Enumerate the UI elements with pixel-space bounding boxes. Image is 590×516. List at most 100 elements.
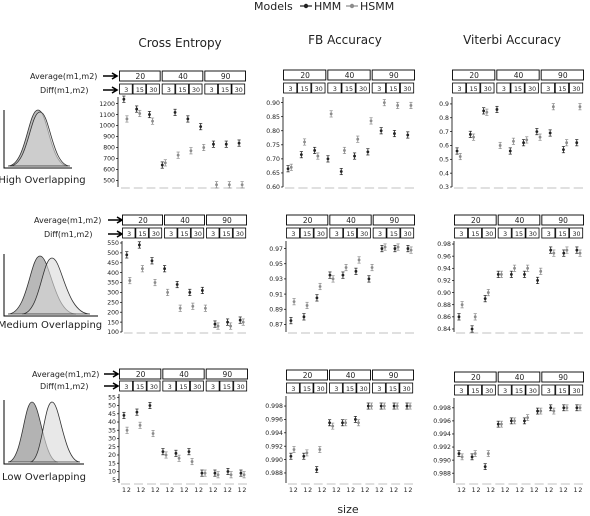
hsmm-point [357, 258, 361, 262]
x-tick-label: 1 [223, 487, 227, 494]
average-strip [454, 214, 497, 226]
hsmm-point [396, 245, 400, 249]
x-tick-label: 1 [389, 487, 393, 494]
diff-strip-label: 15 [138, 231, 146, 238]
x-tick-label: 2 [462, 487, 466, 494]
strip-labels-low: Average(m1,m2) Diff(m1,m2) [32, 370, 120, 391]
hmm-point [188, 291, 192, 294]
average-strip [497, 371, 541, 383]
diff-strip [525, 384, 540, 396]
strip-label-average: Average(m1,m2) [30, 72, 97, 81]
hsmm-point [216, 473, 220, 477]
hmm-point [328, 273, 332, 277]
average-strip [372, 369, 414, 381]
hsmm-point [525, 138, 529, 142]
y-tick-label: 0.97 [269, 246, 283, 253]
y-tick-label: 1200 [99, 101, 115, 108]
y-tick-label: 25 [108, 444, 116, 451]
diff-strip [190, 227, 205, 239]
hmm-point [200, 471, 204, 475]
average-strip-label: 90 [222, 216, 232, 225]
diff-strip [119, 83, 133, 95]
diff-strip-label: 30 [193, 384, 201, 391]
panel-high-ce: 20 3 15 30 40 3 15 30 90 3 15 30 1200 1100 1000 900 800 7… [99, 70, 246, 189]
diff-strip [286, 227, 300, 239]
hmm-point [160, 163, 164, 167]
hsmm-point [513, 266, 516, 270]
hsmm-point [383, 245, 387, 249]
y-tick-label: 5 [112, 477, 116, 484]
diff-strip-label: 3 [211, 384, 215, 391]
density-curve-b [21, 257, 91, 315]
diff-strip [525, 227, 540, 239]
diff-strip-label: 3 [459, 388, 463, 395]
average-strip-label: 90 [390, 216, 400, 225]
y-tick-label: 0.996 [265, 417, 283, 424]
diff-strip-label: 15 [390, 231, 398, 238]
x-tick-label: 1 [472, 487, 476, 494]
diff-strip-label: 30 [194, 231, 202, 238]
x-tick-label: 2 [520, 487, 524, 494]
x-tick-label: 2 [564, 487, 568, 494]
hmm-point [148, 404, 152, 407]
hsmm-point [177, 456, 181, 460]
x-tick-label: 2 [535, 487, 539, 494]
diff-strip [206, 227, 220, 239]
x-tick-label: 2 [156, 487, 160, 494]
diff-strip [132, 83, 147, 95]
hsmm-point [460, 455, 464, 459]
average-strip [454, 371, 497, 383]
hsmm-point [552, 409, 556, 413]
diff-strip-label: 15 [136, 87, 144, 94]
diff-strip [232, 227, 247, 239]
diff-strip [189, 380, 204, 392]
diff-strip [341, 82, 356, 94]
density-curve-b [29, 401, 81, 463]
hmm-point [289, 319, 293, 323]
hmm-point [379, 404, 383, 408]
hsmm-point [242, 473, 246, 477]
diff-strip-label: 15 [136, 384, 144, 391]
hmm-point [562, 251, 566, 255]
average-strip [541, 214, 584, 226]
hmm-point [315, 296, 319, 300]
y-tick-label: 700 [103, 156, 115, 163]
average-strip [119, 368, 162, 380]
diff-strip [541, 384, 556, 396]
hmm-point [354, 269, 358, 273]
average-strip-label: 20 [303, 371, 313, 380]
hmm-point [562, 406, 566, 410]
diff-strip-label: 3 [210, 87, 214, 94]
hsmm-point [176, 153, 180, 157]
average-strip-label: 40 [514, 71, 524, 80]
diff-strip-label: 3 [502, 86, 506, 93]
hsmm-point [151, 119, 154, 123]
hsmm-point [395, 404, 399, 408]
hsmm-point [178, 306, 182, 310]
diff-strip-label: 3 [547, 388, 551, 395]
strip-label-diff: Diff(m1,m2) [40, 382, 88, 391]
hmm-point [341, 421, 344, 425]
x-tick-label: 1 [375, 487, 379, 494]
average-strip [497, 214, 541, 226]
y-tick-label: 0.990 [433, 457, 451, 464]
hsmm-point [551, 105, 555, 109]
diff-strip-label: 15 [515, 388, 523, 395]
x-tick-label: 1 [318, 487, 322, 494]
diff-strip-label: 15 [389, 86, 397, 93]
average-strip-label: 90 [558, 373, 568, 382]
x-tick-label: 2 [506, 487, 510, 494]
hsmm-point [316, 154, 320, 158]
diff-strip [372, 227, 387, 239]
diff-strip [162, 380, 177, 392]
diff-strip-label: 15 [303, 231, 311, 238]
diff-strip [219, 227, 233, 239]
diff-strip-label: 30 [403, 386, 411, 393]
diff-strip-label: 15 [389, 386, 397, 393]
diff-strip-label: 3 [291, 231, 295, 238]
hsmm-point [164, 453, 168, 457]
diff-strip-label: 30 [573, 231, 581, 238]
average-strip [286, 369, 328, 381]
arrow-icon [103, 86, 119, 94]
legend-title: Models [254, 0, 293, 13]
